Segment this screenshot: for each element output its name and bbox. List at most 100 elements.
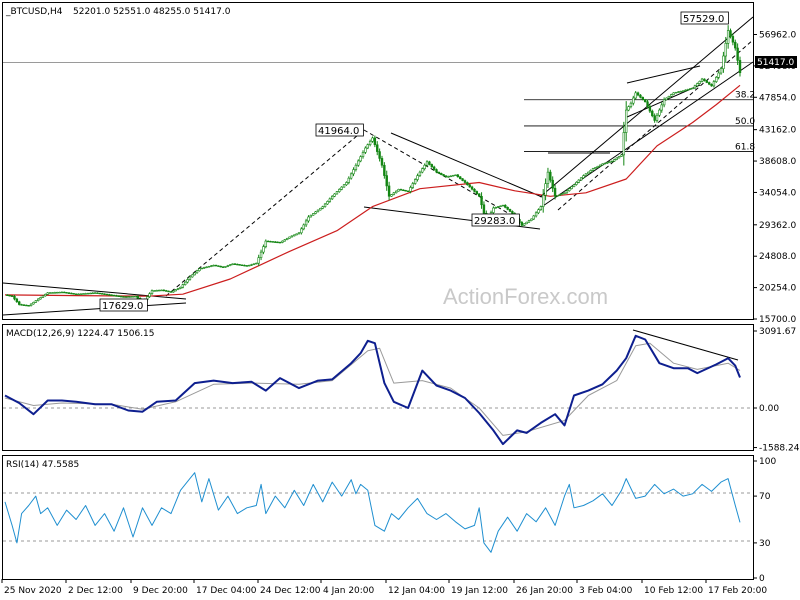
rsi-axis-tick-label: 70 <box>759 492 771 502</box>
candle-body <box>508 209 512 212</box>
candle-body <box>115 295 118 297</box>
time-axis-label: 19 Jan 12:00 <box>451 586 508 596</box>
candle-body <box>660 104 663 111</box>
candle-body <box>319 208 322 211</box>
candle-body <box>41 295 45 298</box>
candle-body <box>399 189 403 191</box>
candle-body <box>392 192 396 195</box>
candle-body <box>297 232 301 235</box>
candle-body <box>238 264 241 266</box>
candle-body <box>307 216 310 222</box>
candle-body <box>70 292 73 295</box>
price-annotation-label: 17629.0 <box>102 301 143 312</box>
candle-body <box>413 179 417 184</box>
price-annotation-box <box>99 298 148 312</box>
candle-body <box>136 295 139 299</box>
candle-body <box>435 169 438 173</box>
candle-body <box>447 176 450 178</box>
candle-body <box>511 211 514 214</box>
candle-body <box>226 265 230 267</box>
candle-body <box>731 36 735 43</box>
candle-body <box>150 290 154 294</box>
candle-body <box>207 266 211 268</box>
candle-body <box>677 91 680 93</box>
candle-body <box>482 204 486 214</box>
candle-body <box>295 233 298 236</box>
candle-body <box>82 293 85 295</box>
moving-average <box>4 84 741 297</box>
candle-body <box>596 165 599 168</box>
candle-body <box>269 241 272 243</box>
candle-body <box>504 204 507 208</box>
candle-body <box>598 164 602 167</box>
chart-title: _BTCUSD,H4 <box>5 7 63 17</box>
rsi-title: RSI(14) 47.5585 <box>6 460 79 470</box>
candle-body <box>74 293 78 295</box>
candle-body <box>430 164 433 168</box>
candle-body <box>601 163 604 166</box>
candle-body <box>587 171 590 175</box>
candle-body <box>700 78 704 82</box>
candle-body <box>560 193 564 195</box>
candle-body <box>703 78 706 82</box>
candle-body <box>726 30 730 44</box>
candle-body <box>46 292 49 295</box>
price-axis-tick-label: 34054.0 <box>759 188 796 198</box>
candle-body <box>632 97 635 104</box>
candle-body <box>568 188 571 192</box>
candle-body <box>167 290 170 293</box>
candle-body <box>364 147 367 153</box>
candle-body <box>719 68 723 74</box>
candle-body <box>183 281 187 285</box>
candle-body <box>397 189 400 192</box>
candle-body <box>316 209 320 213</box>
candle-body <box>539 206 543 211</box>
candle-body <box>205 266 208 269</box>
candle-body <box>667 95 671 99</box>
candle-body <box>689 88 692 90</box>
candle-body <box>29 303 33 306</box>
candle-body <box>698 80 701 84</box>
candle-body <box>532 215 535 220</box>
candle-body <box>686 89 690 91</box>
candle-body <box>357 160 360 166</box>
price-axis-tick-label: 29362.0 <box>759 221 796 231</box>
time-axis-label: 9 Dec 20:00 <box>133 586 188 596</box>
candle-body <box>10 295 14 297</box>
candle-body <box>428 161 431 165</box>
candle-body <box>345 182 348 186</box>
candle-body <box>615 157 618 160</box>
trendline-nov-lower <box>2 302 187 316</box>
candle-body <box>240 264 244 266</box>
candle-body <box>546 171 550 184</box>
fib-level-label: 61.8 <box>735 142 755 152</box>
candle-body <box>314 211 317 214</box>
time-axis: 25 Nov 2020 2 Dec 12:00 9 Dec 20:00 17 Dec … <box>1 579 767 596</box>
channel-upper <box>539 16 754 198</box>
candle-body <box>672 92 675 95</box>
candle-body <box>378 151 381 159</box>
time-axis-label: 4 Jan 20:00 <box>323 586 375 596</box>
candle-body <box>96 292 99 294</box>
candle-body <box>544 183 547 196</box>
candle-body <box>691 87 694 90</box>
candle-body <box>349 173 353 179</box>
trend-lines <box>2 16 754 361</box>
candle-body <box>231 263 234 266</box>
candle-body <box>653 115 656 121</box>
macd-axis-tick-label: 3091.67 <box>759 327 796 337</box>
candle-body <box>655 114 659 121</box>
candle-body <box>195 270 199 274</box>
candle-body <box>278 241 282 244</box>
candle-body <box>342 184 346 188</box>
candle-body <box>385 175 388 187</box>
trendline-jan-upper <box>390 132 543 198</box>
candle-body <box>312 213 315 216</box>
candle-body <box>153 290 156 292</box>
candle-body <box>91 292 94 295</box>
candle-body <box>271 241 275 243</box>
candle-body <box>309 214 313 218</box>
candle-body <box>86 293 90 295</box>
candle-body <box>108 294 111 296</box>
candle-body <box>456 174 460 178</box>
